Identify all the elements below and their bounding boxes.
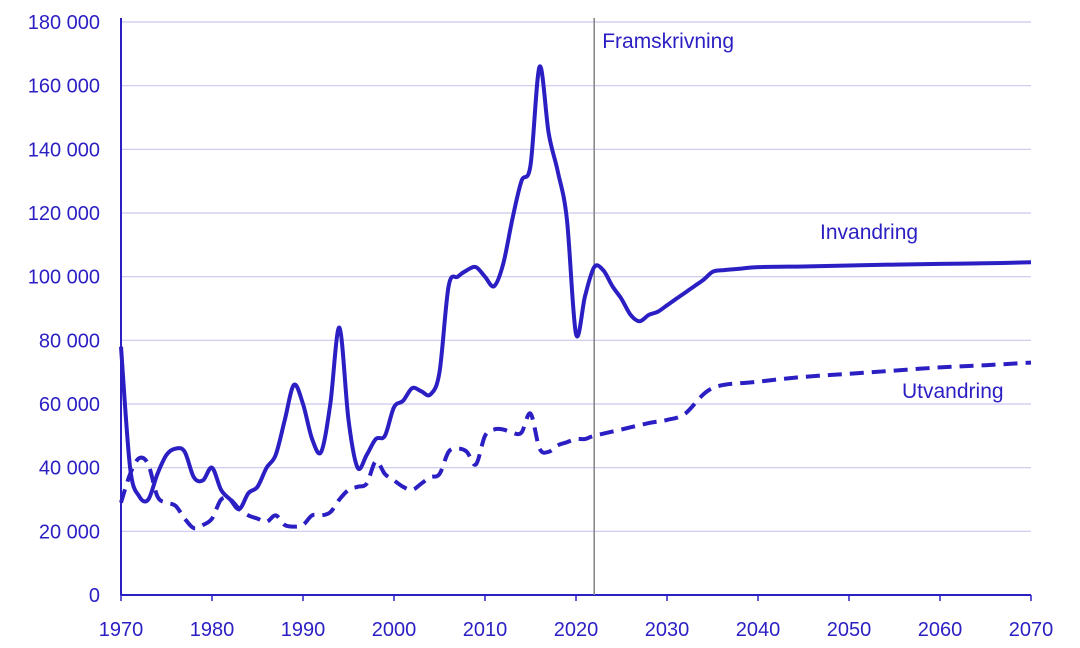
x-tick-label: 1970 (99, 619, 144, 641)
x-tick-label: 2060 (918, 619, 963, 641)
y-tick-label: 0 (89, 585, 100, 607)
series-line-invandring (119, 64, 1032, 512)
x-tick-label: 2020 (554, 619, 599, 641)
y-tick-label: 80 000 (39, 330, 100, 352)
y-tick-label: 60 000 (39, 394, 100, 416)
x-tick-label: 2010 (463, 619, 508, 641)
series-label-invandring: Invandring (820, 221, 918, 244)
series-line-utvandring (119, 360, 1032, 531)
y-tick-label: 180 000 (28, 12, 100, 34)
projection-label: Framskrivning (602, 30, 734, 53)
y-tick-label: 140 000 (28, 139, 100, 161)
series-lines (119, 64, 1032, 531)
x-tick-label: 1980 (190, 619, 235, 641)
x-tick-label: 2030 (645, 619, 690, 641)
series-label-utvandring: Utvandring (902, 380, 1004, 403)
x-axis-tick-labels: 1970 1980 1990 2000 2010 2020 2030 2040 2050 2060… (99, 619, 1054, 641)
y-tick-label: 100 000 (28, 267, 100, 289)
x-tick-label: 2000 (372, 619, 417, 641)
x-tick-label: 2070 (1009, 619, 1054, 641)
y-tick-label: 120 000 (28, 203, 100, 225)
y-axis-tick-labels: 0 20 000 40 000 60 000 80 000 100 000 120 000 1… (28, 12, 100, 607)
y-tick-label: 40 000 (39, 458, 100, 480)
x-tick-label: 1990 (281, 619, 326, 641)
grid-lines (121, 21, 1031, 532)
projection-marker: Framskrivning (593, 18, 734, 595)
x-tick-label: 2040 (736, 619, 781, 641)
axes (120, 18, 1032, 601)
x-tick-label: 2050 (827, 619, 872, 641)
y-tick-label: 160 000 (28, 76, 100, 98)
y-tick-label: 20 000 (39, 521, 100, 543)
series-labels: Invandring Utvandring (820, 221, 1004, 403)
